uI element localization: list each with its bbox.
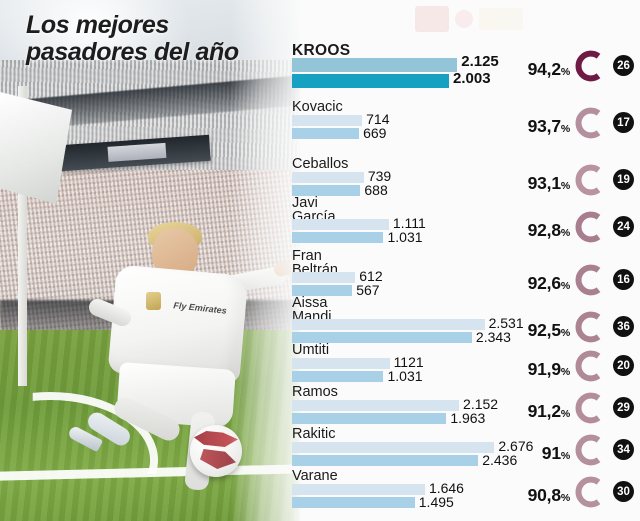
bar-good-passes [292,128,360,139]
value-good-passes: 669 [363,125,387,141]
accuracy-ring-icon [575,107,601,139]
participation-badge: 34 [613,439,634,460]
bar-total-passes [292,58,458,72]
participation-badge: 29 [613,397,634,418]
value-total-passes: 1121 [393,354,424,370]
value-total-passes: 2.676 [498,438,534,454]
value-total-passes: 2.152 [463,396,499,412]
bar-total-passes [292,400,460,411]
bar-total-passes [292,319,485,330]
value-total-passes: 2.531 [488,315,524,331]
value-total-passes: 1.646 [428,480,464,496]
accuracy-percentage: 93,1% [527,173,571,193]
bar-total-passes [292,272,356,283]
accuracy-ring-icon [575,476,601,508]
bar-total-passes [292,358,390,369]
jersey-crest [146,292,161,310]
accuracy-percentage: 92,8% [527,220,571,240]
accuracy-ring-icon [575,211,601,243]
accuracy-percentage: 94,2% [527,59,571,79]
accuracy-percentage: 91,2% [527,401,571,421]
accuracy-ring-icon [575,392,601,424]
value-total-passes: 739 [367,168,392,184]
bar-good-passes [292,285,353,296]
value-good-passes: 2.343 [475,329,511,345]
bar-total-passes [292,442,495,453]
watermark-icon [415,4,525,34]
bar-total-passes [292,219,389,230]
value-good-passes: 2.003 [453,70,491,87]
bar-good-passes [292,332,472,343]
accuracy-ring-icon [575,311,601,343]
accuracy-percentage: 92,5% [527,320,571,340]
corner-flag-pole [18,86,27,386]
bar-total-passes [292,484,425,495]
participation-badge: 19 [613,169,634,190]
value-good-passes: 567 [356,282,380,298]
value-good-passes: 1.031 [387,229,423,245]
bar-good-passes [292,371,384,382]
bar-total-passes [292,115,363,126]
value-total-passes: 2.125 [461,53,499,70]
bar-good-passes [292,185,361,196]
value-total-passes: 714 [366,111,390,127]
value-good-passes: 1.963 [450,410,486,426]
player-figure: Fly Emirates [60,200,294,500]
participation-badge: 16 [613,269,634,290]
accuracy-ring-icon [575,50,601,82]
value-good-passes: 1.031 [387,368,423,384]
bar-total-passes [292,172,364,183]
photo-fade-overlay [230,0,300,521]
player-name: Ramos [292,384,338,400]
accuracy-percentage: 91% [541,443,570,463]
value-total-passes: 612 [359,268,383,284]
accuracy-ring-icon [575,264,601,296]
value-good-passes: 688 [364,182,388,198]
player-name: Kovacic [292,99,343,115]
bar-good-passes [292,455,479,466]
player-name: KROOS [292,42,351,59]
page-title: Los mejores pasadores del año [26,11,239,66]
value-total-passes: 1.111 [392,215,426,231]
participation-badge: 24 [613,216,634,237]
bar-good-passes [292,413,447,424]
accuracy-ring-icon [575,350,601,382]
accuracy-percentage: 92,6% [527,273,571,293]
accuracy-percentage: 91,9% [527,359,571,379]
player-name: Umtiti [292,342,330,358]
player-name: Rakitic [292,426,336,442]
participation-badge: 30 [613,481,634,502]
bar-good-passes [292,232,384,243]
value-good-passes: 2.436 [482,452,518,468]
participation-badge: 20 [613,355,634,376]
accuracy-percentage: 90,8% [527,485,571,505]
bar-good-passes [292,74,450,88]
bar-good-passes [292,497,415,508]
participation-badge: 26 [613,55,634,76]
accuracy-ring-icon [575,164,601,196]
participation-badge: 36 [613,316,634,337]
participation-badge: 17 [613,112,634,133]
value-good-passes: 1.495 [418,494,454,510]
player-photo: Fly Emirates [0,0,300,521]
accuracy-ring-icon [575,434,601,466]
player-name: Ceballos [292,156,349,172]
player-name: Varane [292,468,338,484]
accuracy-percentage: 93,7% [527,116,571,136]
